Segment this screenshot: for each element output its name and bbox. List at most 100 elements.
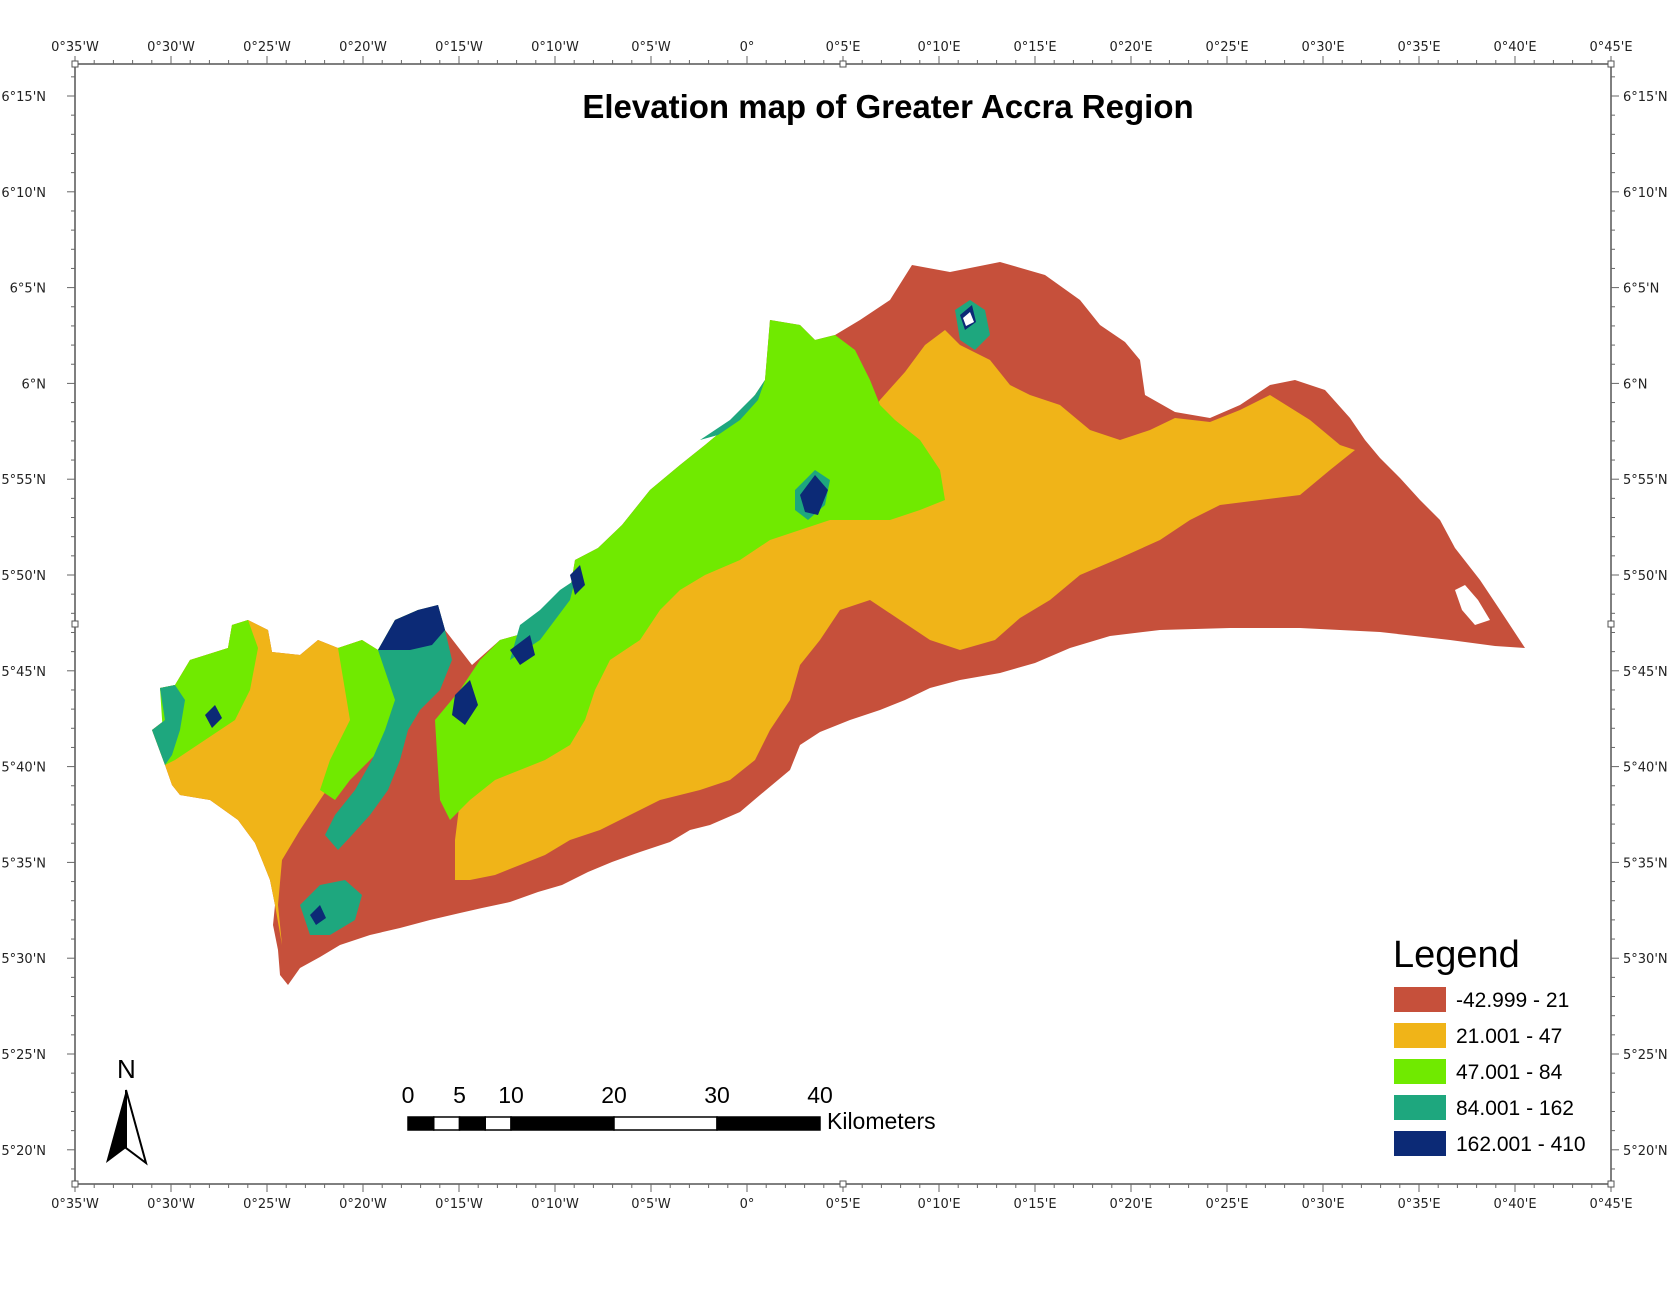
- north-arrow-right-half: [125, 1089, 148, 1166]
- scale-bar-segment: [510, 1116, 615, 1131]
- scale-bar-segment: [613, 1116, 718, 1131]
- lon-tick-label-bottom: 0°25'E: [1205, 1197, 1248, 1212]
- legend-label: -42.999 - 21: [1456, 989, 1569, 1012]
- frame-handle: [839, 1180, 847, 1188]
- lon-tick-label-top: 0°10'E: [917, 40, 960, 55]
- lat-tick-label-left: 5°30'N: [1, 952, 46, 967]
- lat-tick-label-right: 5°50'N: [1623, 569, 1668, 584]
- lat-tick-label-right: 5°40'N: [1623, 761, 1668, 776]
- lat-tick-label-right: 5°25'N: [1623, 1048, 1668, 1063]
- scale-bar-tick-label: 10: [498, 1082, 524, 1108]
- legend: Legend -42.999 - 21 21.001 - 47 47.001 - 8…: [1393, 934, 1586, 1156]
- scale-bar-segment: [716, 1116, 821, 1131]
- lon-tick-label-bottom: 0°5'W: [631, 1197, 671, 1212]
- north-arrow-icon: N: [106, 1054, 148, 1166]
- lon-tick-label-top: 0°35'E: [1397, 40, 1440, 55]
- lon-tick-label-top: 0°45'E: [1589, 40, 1632, 55]
- north-label: N: [117, 1054, 136, 1084]
- legend-swatch: [1394, 987, 1446, 1012]
- lon-tick-label-top: 0°30'E: [1301, 40, 1344, 55]
- lon-tick-label-top: 0°15'W: [435, 40, 483, 55]
- frame-handle: [1607, 60, 1615, 68]
- lat-tick-label-left: 5°35'N: [1, 856, 46, 871]
- legend-swatch: [1394, 1095, 1446, 1120]
- scale-bar-segment: [407, 1116, 435, 1131]
- frame-minor-ticks: [67, 56, 1619, 1192]
- legend-items: -42.999 - 21 21.001 - 47 47.001 - 84 84.001…: [1394, 987, 1586, 1156]
- frame-handle: [71, 620, 79, 628]
- scale-bar-tick-label: 5: [453, 1082, 466, 1108]
- graticule-labels: 0°35'W0°35'W0°30'W0°30'W0°25'W0°25'W0°20…: [1, 40, 1667, 1212]
- frame-handle: [1607, 620, 1615, 628]
- lon-tick-label-bottom: 0°15'W: [435, 1197, 483, 1212]
- scale-bar: 0 5 10 20 30 40 Kilometers: [402, 1082, 936, 1134]
- legend-swatch: [1394, 1023, 1446, 1048]
- lon-tick-label-top: 0°5'W: [631, 40, 671, 55]
- scale-bar-segments: [407, 1116, 821, 1131]
- lon-tick-label-bottom: 0°35'W: [51, 1197, 99, 1212]
- lon-tick-label-bottom: 0°10'W: [531, 1197, 579, 1212]
- lon-tick-label-bottom: 0°40'E: [1493, 1197, 1536, 1212]
- lat-tick-label-right: 6°15'N: [1623, 90, 1668, 105]
- scale-bar-tick-label: 20: [601, 1082, 627, 1108]
- lat-tick-label-right: 5°35'N: [1623, 856, 1668, 871]
- scale-bar-unit: Kilometers: [827, 1108, 936, 1134]
- scale-bar-tick-labels: 0 5 10 20 30 40: [402, 1082, 833, 1108]
- lon-tick-label-top: 0°15'E: [1013, 40, 1056, 55]
- lat-tick-label-left: 5°40'N: [1, 761, 46, 776]
- lat-tick-label-left: 5°55'N: [1, 473, 46, 488]
- lat-tick-label-right: 6°N: [1623, 377, 1648, 392]
- scale-bar-tick-label: 0: [402, 1082, 415, 1108]
- lat-tick-label-right: 6°10'N: [1623, 186, 1668, 201]
- lat-tick-label-right: 5°20'N: [1623, 1144, 1668, 1159]
- lon-tick-label-bottom: 0°20'E: [1109, 1197, 1152, 1212]
- lat-tick-label-left: 5°50'N: [1, 569, 46, 584]
- lat-tick-label-left: 6°15'N: [1, 90, 46, 105]
- elevation-zone-47-84: [160, 320, 945, 820]
- lat-tick-label-left: 6°10'N: [1, 186, 46, 201]
- legend-swatch: [1394, 1131, 1446, 1156]
- lon-tick-label-bottom: 0°30'W: [147, 1197, 195, 1212]
- lon-tick-label-bottom: 0°: [740, 1197, 755, 1212]
- frame-handle: [71, 60, 79, 68]
- lon-tick-label-bottom: 0°25'W: [243, 1197, 291, 1212]
- lon-tick-label-bottom: 0°30'E: [1301, 1197, 1344, 1212]
- scale-bar-segment: [458, 1116, 486, 1131]
- lat-tick-label-right: 6°5'N: [1623, 282, 1659, 297]
- scale-bar-segment: [484, 1116, 512, 1131]
- lon-tick-label-top: 0°25'W: [243, 40, 291, 55]
- lon-tick-label-bottom: 0°45'E: [1589, 1197, 1632, 1212]
- legend-label: 21.001 - 47: [1456, 1025, 1562, 1048]
- lat-tick-label-right: 5°55'N: [1623, 473, 1668, 488]
- scale-bar-tick-label: 30: [704, 1082, 730, 1108]
- lon-tick-label-top: 0°20'W: [339, 40, 387, 55]
- north-arrow-left-half: [106, 1090, 126, 1163]
- legend-label: 162.001 - 410: [1456, 1133, 1586, 1156]
- lon-tick-label-bottom: 0°5'E: [826, 1197, 861, 1212]
- lon-tick-label-top: 0°40'E: [1493, 40, 1536, 55]
- lon-tick-label-bottom: 0°20'W: [339, 1197, 387, 1212]
- elevation-zone-21-47: [152, 330, 1355, 945]
- lon-tick-label-bottom: 0°15'E: [1013, 1197, 1056, 1212]
- greater-accra-region-elevation: [152, 262, 1525, 985]
- scale-bar-tick-label: 40: [807, 1082, 833, 1108]
- frame-handle: [839, 60, 847, 68]
- lon-tick-label-top: 0°20'E: [1109, 40, 1152, 55]
- frame-handle: [71, 1180, 79, 1188]
- lon-tick-label-bottom: 0°10'E: [917, 1197, 960, 1212]
- lon-tick-label-bottom: 0°35'E: [1397, 1197, 1440, 1212]
- map-title: Elevation map of Greater Accra Region: [582, 88, 1193, 125]
- lat-tick-label-right: 5°45'N: [1623, 665, 1668, 680]
- lon-tick-label-top: 0°30'W: [147, 40, 195, 55]
- lat-tick-label-left: 6°5'N: [10, 282, 46, 297]
- lat-tick-label-left: 5°25'N: [1, 1048, 46, 1063]
- lon-tick-label-top: 0°: [740, 40, 755, 55]
- lon-tick-label-top: 0°10'W: [531, 40, 579, 55]
- lon-tick-label-top: 0°35'W: [51, 40, 99, 55]
- legend-swatch: [1394, 1059, 1446, 1084]
- nodata-patch: [963, 312, 974, 326]
- lat-tick-label-left: 5°20'N: [1, 1144, 46, 1159]
- coastal-lagoon: [1455, 585, 1490, 625]
- scale-bar-segment: [433, 1116, 461, 1131]
